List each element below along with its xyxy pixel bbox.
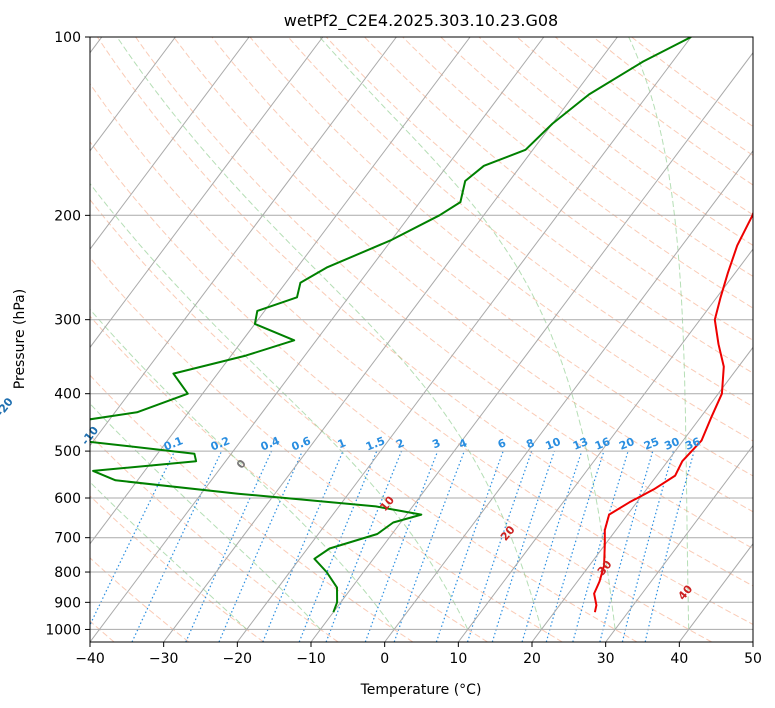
mixing-ratio-line (90, 450, 176, 627)
dry-adiabat (90, 434, 339, 642)
chart-title: wetPf2_C2E4.2025.303.10.23.G08 (284, 11, 558, 31)
mixing-ratio-line (545, 450, 605, 642)
background-lines (90, 37, 775, 642)
dry-adiabat (516, 37, 753, 216)
plot-frame (89, 36, 754, 643)
dry-adiabat (96, 37, 753, 587)
mixing-ratio-line (466, 450, 533, 642)
isotherm (90, 37, 324, 349)
x-axis: −40 −30 −20 −10 0 10 20 30 40 50 (75, 642, 762, 667)
mixing-ratio-label: 20 (617, 435, 636, 453)
x-tick-label: −40 (75, 651, 105, 667)
x-tick-label: 0 (380, 651, 389, 667)
dry-adiabat (90, 141, 712, 642)
mixing-ratio-line (364, 450, 439, 642)
isotherm (90, 37, 545, 642)
isotherm (90, 37, 471, 545)
temperature-profile-line (593, 210, 753, 613)
y-tick-label: 700 (54, 531, 81, 547)
isotherm (752, 641, 753, 642)
series-layer (90, 37, 753, 613)
dry-adiabat (90, 83, 753, 625)
dry-adiabat (173, 37, 753, 513)
mixing-ratio-line (621, 450, 674, 642)
isotherm (310, 51, 753, 642)
dry-adiabat (287, 37, 753, 408)
moist-adiabat (90, 481, 248, 630)
x-tick-label: −20 (223, 651, 253, 667)
moist-adiabat (90, 308, 395, 630)
mixing-ratio-line (262, 450, 344, 642)
mixing-ratio-label: 10 (544, 435, 563, 453)
mixing-ratio-line (599, 450, 654, 642)
y-tick-label: 300 (54, 313, 81, 329)
mixing-ratio-label: 30 (662, 435, 681, 453)
grid-lines (90, 37, 753, 642)
mixing-ratio-line (325, 450, 403, 642)
dry-adiabat (325, 37, 753, 374)
mixing-ratio-label: 25 (642, 435, 661, 453)
dry-adiabat (440, 37, 753, 278)
moist-adiabat (90, 402, 321, 630)
isotherm (90, 37, 176, 152)
x-tick-label: 20 (523, 651, 541, 667)
y-tick-label: 500 (54, 444, 81, 460)
y-tick-label: 800 (54, 565, 81, 581)
dry-adiabat (249, 37, 753, 442)
moist-adiabat (319, 37, 616, 630)
x-tick-label: −10 (296, 651, 326, 667)
mixing-ratio-line (491, 450, 555, 642)
dry-adiabat (135, 37, 753, 550)
mixing-ratio-label: 3 (430, 436, 442, 451)
y-tick-label: 100 (54, 30, 81, 46)
mixing-ratio-label: 16 (593, 435, 612, 453)
y-tick-label: 1000 (45, 622, 81, 638)
x-tick-label: 30 (597, 651, 615, 667)
y-tick-label: 600 (54, 491, 81, 507)
x-tick-label: −30 (149, 651, 179, 667)
x-tick-label: 40 (670, 651, 688, 667)
isotherm (457, 248, 753, 642)
mixing-ratio-line (185, 450, 273, 642)
isotherm (90, 37, 397, 447)
mixing-ratio-label: 8 (524, 436, 536, 451)
y-tick-label: 400 (54, 387, 81, 403)
isotherm (605, 444, 753, 642)
mixing-ratio-line (521, 450, 583, 642)
dry-adiabat (554, 37, 753, 186)
mixing-ratio-line (435, 450, 504, 642)
mixing-ratio-label: 13 (571, 435, 590, 453)
isotherm (236, 37, 692, 642)
mixing-ratio-line (218, 450, 303, 642)
plot-background (90, 37, 753, 642)
mixing-ratio-line (572, 450, 629, 642)
isotherm (90, 37, 250, 250)
moist-adiabat (762, 37, 775, 629)
isotherm (163, 37, 618, 642)
y-axis: 100 200 300 400 500 600 700 800 900 1000 (45, 30, 90, 638)
isotherm (531, 346, 753, 642)
mixing-ratio-label: 36 (683, 435, 702, 453)
dry-adiabat (90, 374, 414, 642)
dry-adiabat (90, 198, 638, 642)
moist-adiabat (628, 37, 690, 630)
dry-adiabat (402, 37, 753, 309)
x-axis-label: Temperature (°C) (360, 682, 482, 698)
mixing-ratio-label: 2 (394, 436, 406, 451)
dewpoint-profile-line (90, 37, 692, 613)
y-axis-label: Pressure (hPa) (12, 289, 28, 389)
y-tick-label: 900 (54, 595, 81, 611)
dry-adiabat-label: -20 (0, 395, 16, 419)
mixing-ratio-label: 1 (336, 436, 348, 451)
isotherm (384, 150, 753, 642)
x-tick-label: 10 (449, 651, 467, 667)
x-tick-label: 50 (744, 651, 762, 667)
y-tick-label: 200 (54, 208, 81, 224)
dry-adiabat (364, 37, 753, 341)
moist-adiabat (116, 37, 542, 630)
dry-adiabat (593, 37, 753, 157)
mixing-ratio-line (298, 450, 378, 642)
